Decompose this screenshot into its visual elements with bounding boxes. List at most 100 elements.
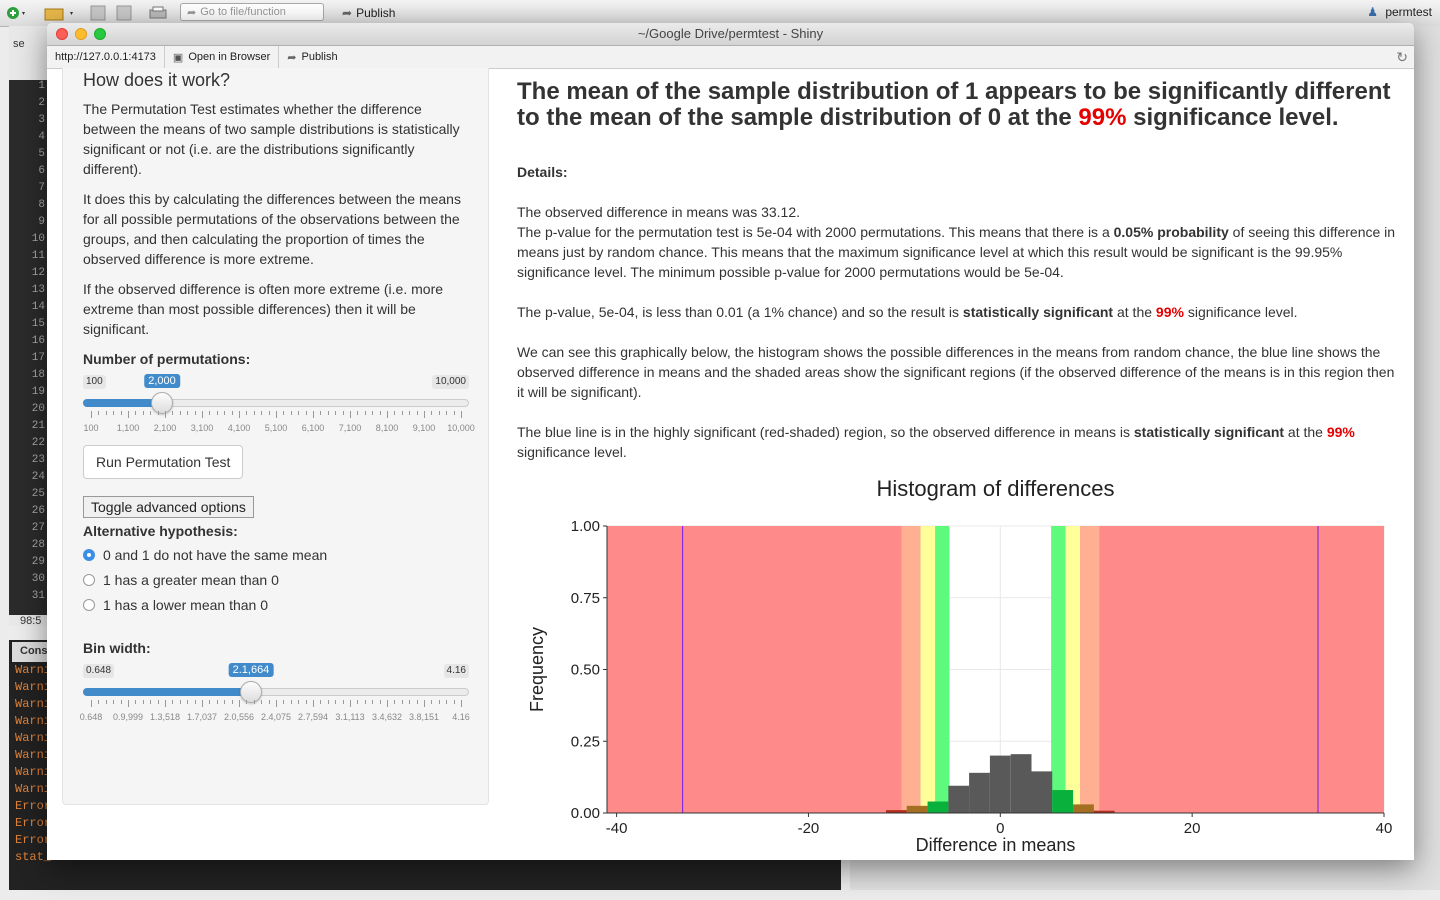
slider-tick (431, 411, 433, 415)
slider-tick (268, 700, 270, 704)
slider-tick (313, 700, 314, 707)
viewer-toolbar: http://127.0.0.1:4173 ▣ Open in Browser … (47, 46, 1414, 69)
sig-percent: 99% (1155, 304, 1184, 320)
slider-tick (438, 700, 440, 704)
x-tick-label: -40 (606, 820, 628, 837)
y-tick-label: 0.50 (571, 662, 600, 679)
slider-tick (364, 700, 366, 704)
slider-tick-label: 0.648 (79, 712, 103, 722)
cursor-position: 98:5 (20, 615, 42, 627)
slider-tick (320, 700, 322, 704)
slider-tick (194, 700, 196, 704)
slider-tick (416, 411, 418, 415)
slider-tick (453, 411, 455, 415)
slider-tick (379, 700, 381, 704)
line-number: 3 (38, 114, 45, 126)
radio-two-sided-label: 0 and 1 do not have the same mean (103, 547, 328, 563)
viewer-publish-icon: ➦ (287, 51, 297, 64)
slider-tick (416, 700, 418, 704)
zoom-window-button[interactable] (94, 28, 106, 40)
slider-tick-label: 4,100 (227, 423, 251, 433)
close-window-button[interactable] (56, 28, 68, 40)
slider-tick (453, 700, 455, 704)
radio-lower[interactable]: 1 has a lower mean than 0 (83, 597, 268, 613)
slider-tick-label: 2.4,075 (260, 712, 292, 722)
slider-tick (128, 700, 129, 707)
console-line: Warni (15, 680, 52, 694)
blue-part-a: The blue line is in the highly significa… (517, 424, 1134, 440)
histogram-svg: 0.00 0.25 0.50 0.75 1.00 -40 -20 0 20 40 Histogram… (527, 476, 1392, 855)
console-tab[interactable]: Cons (12, 642, 52, 662)
line-number: 29 (31, 556, 45, 568)
radio-greater[interactable]: 1 has a greater mean than 0 (83, 572, 279, 588)
slider-tick (231, 411, 233, 415)
slider-tick (350, 700, 351, 707)
save-all-icon[interactable] (116, 4, 132, 22)
slider-tick (379, 411, 381, 415)
viewer-publish-label: Publish (301, 51, 338, 63)
slider-tick-label: 3,100 (190, 423, 214, 433)
y-tick-label: 1.00 (571, 518, 600, 535)
slider-tick (431, 700, 433, 704)
line-number: 2 (38, 97, 45, 109)
significance-result-text: The p-value, 5e-04, is less than 0.01 (a… (517, 302, 1397, 322)
console-line: Warni (15, 731, 52, 745)
viewer-publish-button[interactable]: ➦ Publish (279, 46, 345, 68)
slider-tick (424, 700, 425, 707)
line-number: 27 (31, 522, 45, 534)
slider-tick (216, 411, 218, 415)
slider-tick-label: 10,000 (447, 423, 475, 433)
blue-part-c: at the (1284, 424, 1327, 440)
console-line: Error (15, 816, 52, 830)
radio-greater-dot[interactable] (83, 574, 95, 586)
bin-fill (83, 688, 251, 696)
slider-tick-label: 100 (83, 423, 99, 433)
permutations-slider[interactable]: 100 10,000 2,000 100 1,100 2,100 3,100 4,100… (83, 374, 475, 445)
histogram-bar (886, 810, 907, 813)
slider-tick (268, 411, 270, 415)
y-tick-label: 0.00 (571, 805, 600, 822)
goto-file-input[interactable]: ➦ Go to file/function (180, 3, 324, 21)
slider-tick (120, 700, 122, 704)
bin-ticks: 0.648 0.9,999 1.3,518 1.7,037 2.0,556 2.4,075… (80, 700, 470, 722)
slider-tick (246, 700, 248, 704)
sig-part-c: at the (1113, 304, 1156, 320)
run-permutation-test-button[interactable]: Run Permutation Test (83, 445, 244, 479)
save-icon[interactable] (90, 4, 106, 22)
minimize-window-button[interactable] (75, 28, 87, 40)
line-number: 28 (31, 539, 45, 551)
slider-tick (253, 411, 255, 415)
x-tick-label: -20 (798, 820, 820, 837)
slider-tick (335, 700, 337, 704)
source-tab[interactable]: se (13, 38, 25, 50)
radio-lower-dot[interactable] (83, 599, 95, 611)
pvalue-part-c: of seeing this difference in means just … (517, 224, 1396, 280)
histogram-bar (927, 801, 949, 813)
line-number: 21 (31, 420, 45, 432)
new-file-icon[interactable] (6, 4, 28, 22)
blue-percent: 99% (1326, 424, 1355, 440)
radio-two-sided[interactable]: 0 and 1 do not have the same mean (83, 547, 327, 563)
toggle-advanced-options-button[interactable]: Toggle advanced options (83, 496, 254, 518)
publish-icon: ➦ (342, 6, 353, 20)
bin-handle[interactable] (239, 681, 262, 703)
slider-tick (387, 700, 388, 707)
url-field[interactable]: http://127.0.0.1:4173 (47, 46, 165, 68)
slider-tick (372, 700, 374, 704)
radio-two-sided-dot[interactable] (83, 549, 95, 561)
open-in-browser-button[interactable]: ▣ Open in Browser (165, 46, 280, 68)
line-number: 26 (31, 505, 45, 517)
slider-tick (224, 411, 226, 415)
user-menu[interactable]: ♟ permtest (1367, 5, 1432, 19)
bin-width-slider[interactable]: 0.648 4.16 2.1,664 0.648 0.9,999 1.3,518 1.… (80, 663, 470, 734)
open-folder-icon[interactable] (44, 4, 76, 22)
slider-tick (283, 411, 285, 415)
rstudio-publish-button[interactable]: ➦ Publish (342, 4, 395, 22)
perm-handle[interactable] (151, 392, 173, 414)
refresh-icon[interactable]: ↻ (1396, 49, 1408, 65)
print-icon[interactable] (148, 4, 168, 22)
y-tick-label: 0.75 (571, 590, 600, 607)
slider-tick (350, 411, 351, 418)
line-number: 20 (31, 403, 45, 415)
histogram-bar (948, 785, 970, 813)
